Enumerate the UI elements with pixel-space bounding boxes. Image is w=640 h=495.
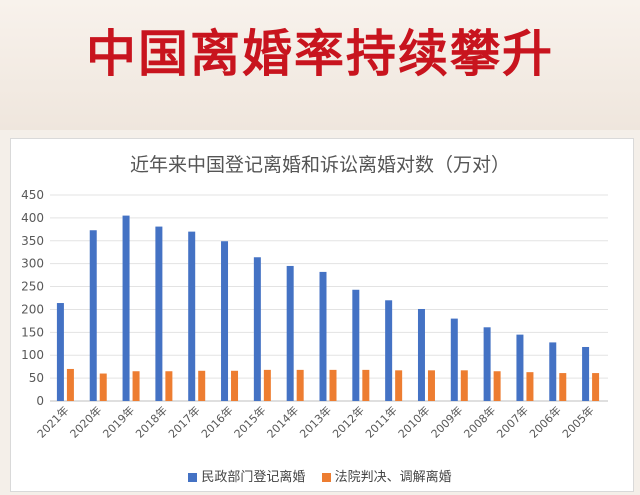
bar-court [362, 369, 370, 401]
bar-registered [188, 231, 196, 401]
x-tick-label: 2018年 [133, 403, 170, 440]
bar-registered [89, 230, 97, 401]
bar-court [493, 371, 501, 401]
x-tick-label: 2012年 [329, 403, 366, 440]
x-tick-label: 2017年 [165, 403, 202, 440]
bar-registered [385, 300, 393, 401]
y-tick-label: 150 [21, 325, 44, 339]
x-tick-label: 2016年 [198, 403, 235, 440]
y-tick-label: 400 [21, 211, 44, 225]
y-tick-label: 100 [21, 348, 44, 362]
x-tick-label: 2011年 [362, 403, 399, 440]
bar-registered [483, 327, 491, 401]
bar-registered [319, 271, 327, 401]
x-tick-label: 2020年 [67, 403, 104, 440]
bar-court [198, 370, 206, 401]
bar-registered [450, 318, 458, 401]
bar-registered [549, 342, 557, 401]
bar-court [231, 370, 239, 401]
bar-court [296, 369, 304, 401]
legend-item-registered: 民政部门登记离婚 [188, 466, 305, 485]
bar-court [460, 370, 468, 401]
x-tick-label: 2015年 [231, 403, 268, 440]
legend-swatch-court [321, 473, 331, 482]
x-tick-label: 2009年 [428, 403, 465, 440]
headline-title: 中国离婚率持续攀升 [86, 25, 554, 83]
bar-registered [516, 334, 524, 401]
bar-registered [253, 257, 261, 401]
bar-registered [582, 346, 590, 401]
bar-court [427, 370, 435, 401]
x-tick-label: 2019年 [100, 403, 137, 440]
legend-item-court: 法院判决、调解离婚 [321, 466, 452, 485]
headline-banner: 中国离婚率持续攀升 [0, 0, 640, 130]
legend-label-registered: 民政部门登记离婚 [201, 470, 306, 485]
y-tick-label: 50 [29, 371, 44, 385]
y-tick-label: 0 [36, 394, 44, 408]
chart-title: 近年来中国登记离婚和诉讼离婚对数（万对） [129, 154, 510, 176]
legend-label-court: 法院判决、调解离婚 [334, 470, 452, 485]
bar-registered [221, 241, 229, 401]
x-tick-label: 2005年 [559, 403, 596, 440]
bar-court [165, 371, 173, 401]
bar-registered [352, 289, 360, 401]
y-tick-label: 200 [21, 302, 44, 316]
y-tick-label: 250 [21, 280, 44, 294]
x-tick-label: 2006年 [526, 403, 563, 440]
legend-swatch-registered [188, 473, 198, 482]
y-tick-label: 450 [21, 188, 44, 202]
bar-registered [286, 265, 294, 401]
bar-registered [155, 226, 163, 401]
bar-court [99, 373, 107, 401]
bar-court [329, 369, 337, 401]
bar-court [132, 371, 140, 401]
bar-court [592, 373, 600, 401]
bar-registered [122, 215, 130, 401]
bar-court [263, 369, 271, 401]
bar-registered [56, 303, 64, 401]
x-tick-label: 2013年 [297, 403, 334, 440]
chart-legend: 民政部门登记离婚 法院判决、调解离婚 [0, 466, 640, 485]
bar-court [66, 368, 74, 401]
bar-court [395, 370, 403, 401]
y-tick-label: 350 [21, 234, 44, 248]
bar-registered [417, 308, 425, 401]
x-tick-label: 2008年 [461, 403, 498, 440]
bar-court [526, 372, 534, 401]
x-tick-label: 2007年 [494, 403, 531, 440]
x-tick-label: 2010年 [395, 403, 432, 440]
bar-court [559, 373, 567, 401]
x-tick-label: 2014年 [264, 403, 301, 440]
y-tick-label: 300 [21, 257, 44, 271]
x-tick-label: 2021年 [34, 403, 71, 440]
